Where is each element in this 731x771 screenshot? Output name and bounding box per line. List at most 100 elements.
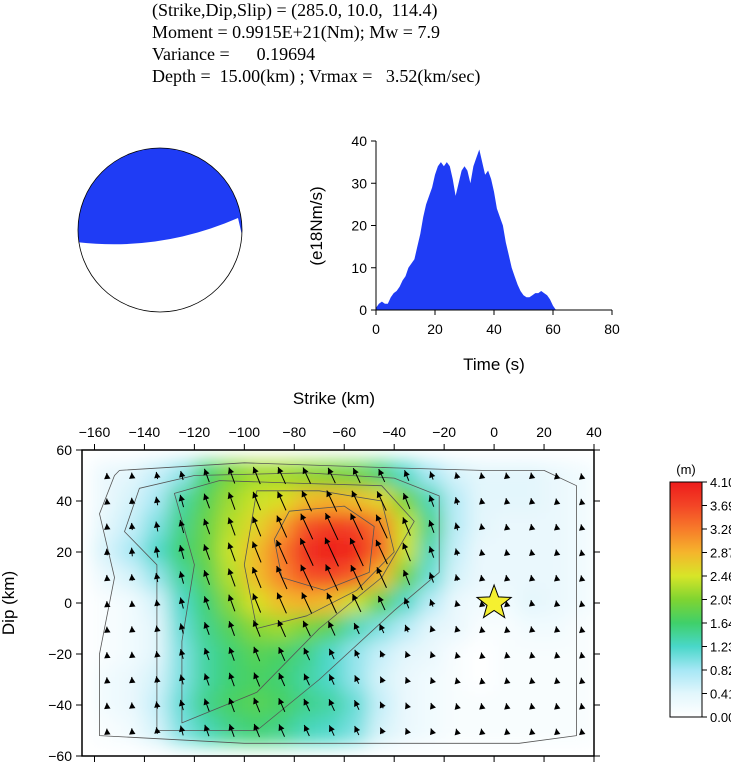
stf-area [376,149,556,310]
slip-vector [203,569,211,586]
map-x-tick-label: 20 [536,424,552,440]
slip-vector [154,599,161,607]
stf-x-tick-label: 20 [427,321,443,337]
slip-vector [350,513,364,540]
beachball-compressional-quadrant [78,148,242,245]
map-y-tick-label: 40 [56,493,72,509]
slip-vector [302,467,311,484]
slip-vector [479,677,486,685]
slip-vector [405,702,411,710]
slip-vector [504,574,511,582]
slip-vector [402,542,411,562]
slip-vector [454,625,461,633]
slip-vector [154,572,161,583]
slip-vector [253,646,261,662]
slip-contour [273,505,375,591]
slip-vector [479,600,486,608]
map-y-tick-label: −20 [48,646,72,662]
slip-vector [379,623,386,634]
slip-vector [179,470,186,481]
slip-vector [129,472,136,479]
slip-vector [129,702,136,709]
slip-vector [326,592,337,614]
slip-vector [553,549,561,556]
slip-vector [154,471,161,480]
slip-vector [302,620,311,637]
slip-vector [379,727,386,735]
slip-vector [429,728,436,736]
map-y-tick-label: −60 [48,748,72,764]
slip-vector [352,593,362,613]
slip-vector [504,728,511,736]
slip-vector [429,651,436,659]
slip-distribution-map: −160 −140 −120 −100 −80 −60 −40 −20 0 20 40 −60 −40 −… [0,389,602,764]
slip-vector [129,651,136,659]
slip-vector [129,728,136,735]
slip-vector [301,592,313,614]
map-x-tick-label: −60 [332,424,356,440]
slip-vector [278,697,286,713]
colorbar-tick-label: 2.05 [710,593,731,608]
slip-vector [129,574,136,581]
slip-vector [349,537,364,567]
colorbar-tick-label: 3.69 [710,499,731,514]
hypocenter-star [475,583,513,619]
slip-vector [454,497,461,505]
source-time-function-chart: 0 20 40 60 80 0 10 20 30 40 Time (s) (e18Nm/s) [307,133,620,374]
slip-vector [252,466,261,485]
slip-vector [154,676,161,683]
slip-vector [129,497,136,505]
slip-vector [379,676,386,684]
slip-vector [378,468,386,483]
slip-vector [528,472,536,480]
slip-vector [454,677,461,685]
slip-vector [278,672,286,687]
slip-vector [303,724,310,737]
slip-vector [104,702,111,710]
slip-vector [303,647,311,661]
colorbar-tick-label: 1.23 [710,640,731,655]
slip-vector [303,698,311,712]
slip-vector [554,728,561,736]
slip-vector [227,594,236,612]
slip-vector [375,514,388,539]
slip-vector [579,549,586,557]
slip-vector [301,490,313,512]
slip-vector [328,674,335,685]
slip-vector [277,466,287,485]
slip-vector [153,521,161,532]
slip-vector [203,621,210,636]
slip-vector [325,512,339,541]
slip-vector [553,472,561,480]
slip-vector [404,624,411,633]
slip-vector [529,652,536,659]
map-x-tick-label: −120 [179,424,211,440]
slip-vector [579,703,586,710]
map-x-tick-label: −80 [282,424,306,440]
map-y-tick-label: −40 [48,697,72,713]
slip-vector [529,728,536,736]
slip-vector [429,471,436,480]
slip-vector [203,493,211,509]
slip-vector [104,548,111,556]
slip-vector [479,703,486,710]
slip-heatmap [93,461,594,745]
slip-vector [300,513,314,540]
slip-vector [179,649,186,659]
slip-vector [504,549,511,556]
colorbar-gradient [669,481,703,718]
slip-vector [529,703,536,710]
slip-vector [300,564,314,591]
slip-vector [454,574,461,581]
slip-vector [428,519,435,534]
slip-vector [579,524,586,531]
slip-vector [252,620,261,637]
slip-vector [503,472,511,480]
slip-vector [252,516,262,537]
stf-y-tick-label: 20 [351,218,367,234]
slip-vector [352,467,361,484]
map-y-tick-label: 0 [64,595,72,611]
slip-vectors [104,466,586,738]
